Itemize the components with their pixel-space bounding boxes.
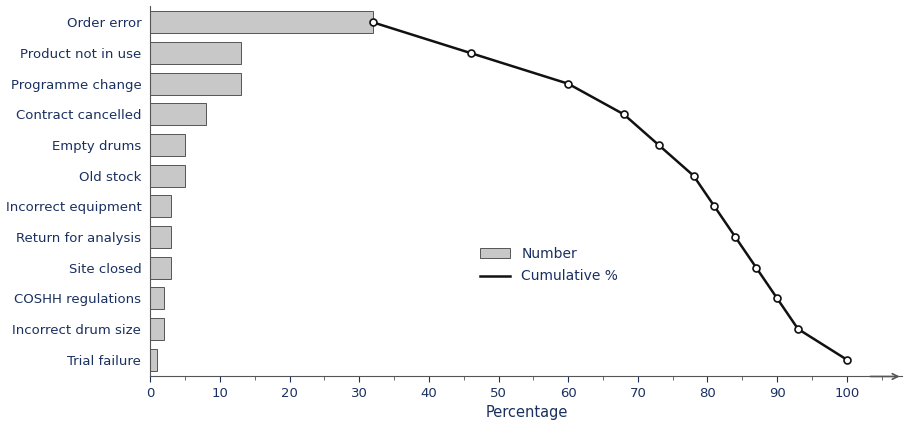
Bar xyxy=(151,165,185,187)
Bar xyxy=(151,134,185,156)
X-axis label: Percentage: Percentage xyxy=(485,406,568,420)
Bar xyxy=(151,12,373,34)
Bar xyxy=(151,318,164,340)
Bar xyxy=(151,73,241,95)
Bar xyxy=(151,287,164,309)
Bar xyxy=(151,226,172,248)
Bar xyxy=(151,348,157,371)
Bar xyxy=(151,104,206,125)
Legend: Number, Cumulative %: Number, Cumulative % xyxy=(473,240,626,290)
Bar xyxy=(151,42,241,64)
Bar xyxy=(151,195,172,217)
Bar xyxy=(151,256,172,279)
